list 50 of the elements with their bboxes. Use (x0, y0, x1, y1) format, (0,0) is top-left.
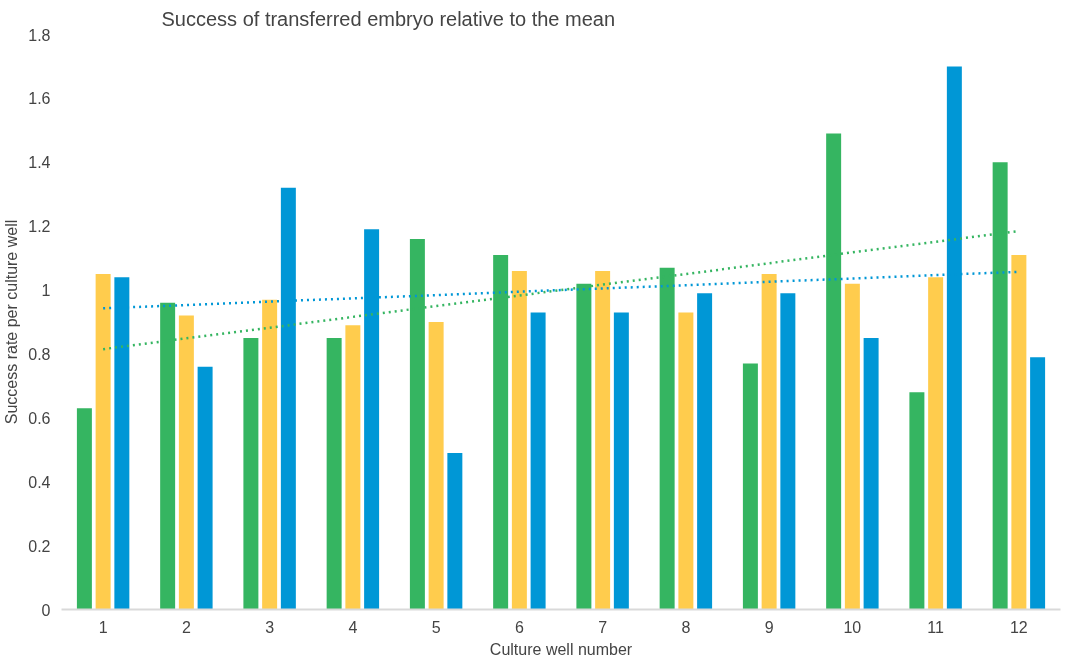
x-axis-title: Culture well number (489, 640, 633, 658)
bar (613, 312, 629, 610)
x-tick-label: 11 (927, 618, 945, 636)
bar (909, 392, 925, 610)
bar (697, 293, 713, 610)
x-tick-label: 10 (843, 618, 862, 636)
bar (243, 337, 259, 610)
x-tick-label: 12 (1009, 618, 1028, 636)
bar (863, 337, 879, 610)
bar (178, 315, 194, 610)
bar (1030, 357, 1046, 610)
bar (928, 277, 944, 610)
bar (678, 312, 694, 610)
x-tick-label: 1 (98, 618, 108, 636)
bar (262, 299, 278, 610)
x-tick-label: 7 (598, 618, 608, 636)
y-tick-label: 0.4 (28, 473, 51, 491)
y-tick-label: 0.2 (28, 537, 51, 555)
bar (780, 293, 796, 610)
y-tick-label: 0.8 (28, 345, 51, 363)
bar (197, 366, 213, 610)
y-tick-label: 1.8 (28, 26, 51, 44)
x-tick-label: 3 (265, 618, 275, 636)
x-tick-label: 5 (431, 618, 441, 636)
y-axis-title: Success rate per culture well (3, 219, 21, 425)
bar (345, 325, 361, 610)
x-tick-label: 4 (348, 618, 358, 636)
x-tick-label: 9 (764, 618, 774, 636)
bar (742, 363, 758, 610)
y-tick-label: 0 (41, 601, 51, 619)
bar (844, 283, 860, 610)
y-tick-label: 0.6 (28, 409, 51, 427)
bar (95, 274, 111, 610)
bar (447, 452, 463, 610)
x-tick-label: 6 (514, 618, 524, 636)
x-tick-label: 2 (181, 618, 191, 636)
bar (326, 337, 342, 610)
y-tick-label: 1.4 (28, 154, 51, 172)
bar (511, 270, 527, 610)
chart-title: Success of transferred embryo relative to the mean (161, 7, 616, 30)
y-tick-label: 1 (41, 282, 51, 300)
y-tick-label: 1.2 (28, 218, 51, 236)
x-tick-label: 8 (681, 618, 691, 636)
bar (1011, 254, 1027, 610)
bar (595, 270, 611, 610)
y-tick-label: 1.6 (28, 90, 51, 108)
bar (76, 408, 92, 610)
bar (761, 274, 777, 610)
bar (530, 312, 546, 610)
bar (428, 322, 444, 610)
